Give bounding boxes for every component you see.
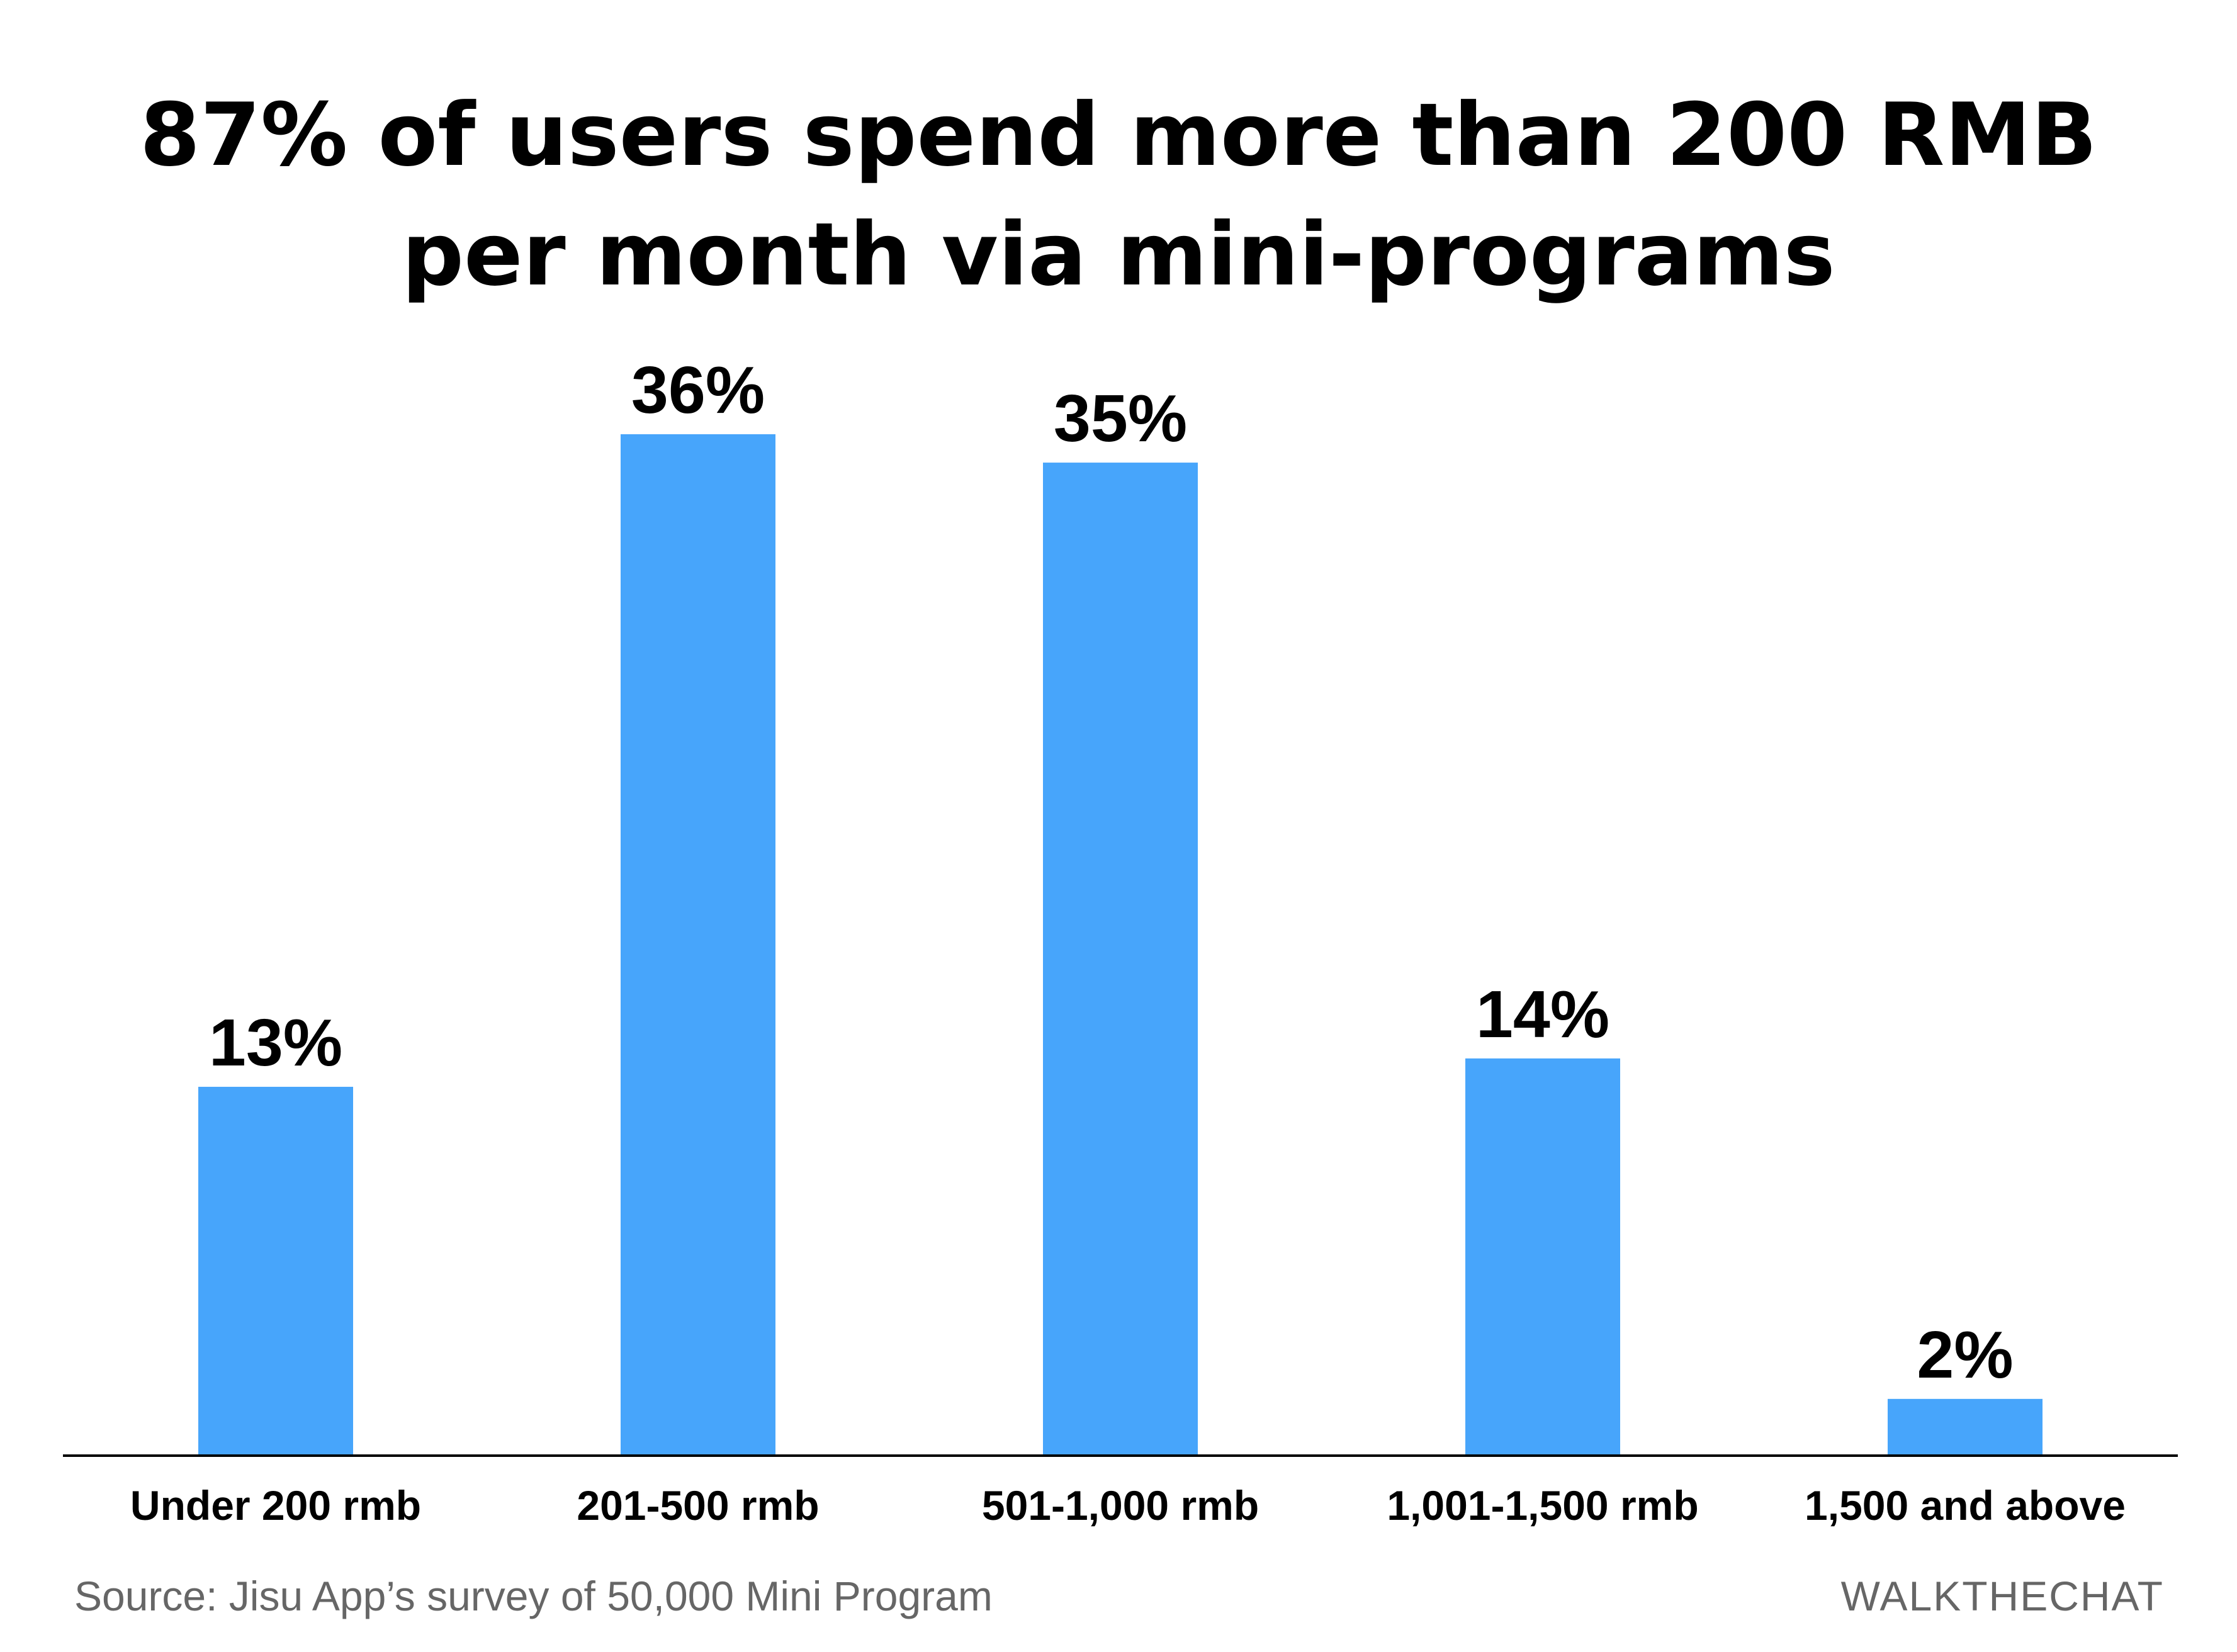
source-note: Source: Jisu App’s survey of 50,000 Mini… [74,1573,993,1619]
data-label-3: 14% [1476,977,1609,1052]
data-label-2: 35% [1054,381,1187,456]
x-tick-label-3: 1,001-1,500 rmb [1387,1482,1698,1529]
bar-0 [198,1086,353,1456]
data-label-0: 13% [209,1006,342,1080]
chart-title-line-1: 87% of users spend more than 200 RMB [140,84,2097,186]
data-label-4: 2% [1917,1318,2013,1392]
x-tick-label-1: 201-500 rmb [577,1482,819,1529]
bar-4 [1888,1398,2043,1456]
data-label-1: 36% [631,353,765,427]
x-tick-label-0: Under 200 rmb [130,1482,421,1529]
chart-title-line-2: per month via mini-programs [402,204,1835,305]
bar-1 [621,434,775,1456]
bar-3 [1465,1058,1620,1456]
x-tick-label-4: 1,500 and above [1805,1482,2126,1529]
x-tick-label-2: 501-1,000 rmb [982,1482,1259,1529]
bar-2 [1043,463,1198,1456]
chart-title: 87% of users spend more than 200 RMB per… [0,76,2237,315]
brand-logo-text: WALKTHECHAT [1840,1573,2164,1619]
